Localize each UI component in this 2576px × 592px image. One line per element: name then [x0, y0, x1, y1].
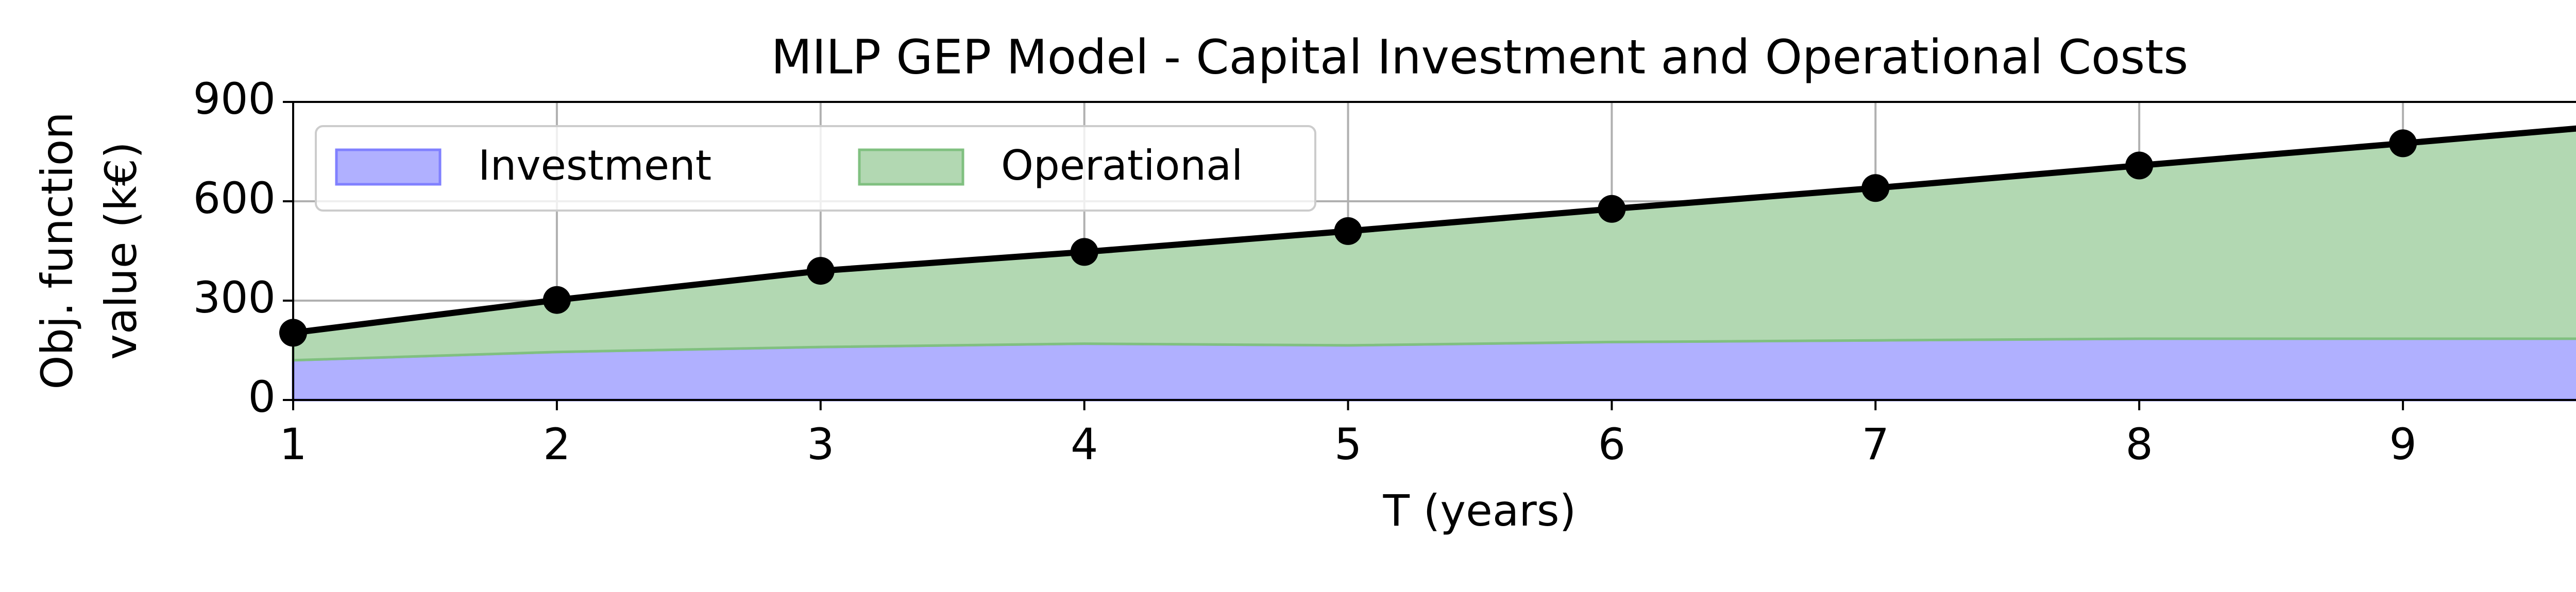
legend-swatch	[858, 148, 964, 186]
total-marker	[543, 286, 571, 314]
plot-frame	[292, 101, 2576, 401]
x-axis-label: T (years)	[1383, 485, 1577, 536]
legend-label: Operational	[1001, 142, 1243, 189]
x-tick-label: 6	[1598, 419, 1625, 469]
total-marker	[2389, 129, 2417, 158]
y-tick-label: 600	[193, 173, 276, 223]
legend-box	[315, 125, 1316, 212]
total-marker	[1334, 217, 1362, 245]
x-tick-label: 9	[2389, 419, 2416, 469]
x-tick-label: 1	[279, 419, 307, 469]
y-axis-label: Obj. function value (k€)	[32, 112, 146, 389]
y-axis-label-line: value (k€)	[96, 142, 146, 360]
x-tick-label: 7	[1862, 419, 1889, 469]
total-marker	[806, 257, 835, 285]
total-marker	[1598, 195, 1626, 223]
y-tick-label: 0	[248, 372, 276, 422]
total-marker	[1861, 174, 1890, 202]
legend-swatch	[335, 148, 442, 186]
x-tick-label: 4	[1071, 419, 1098, 469]
chart-title: MILP GEP Model - Capital Investment and …	[771, 29, 2189, 84]
total-line	[293, 125, 2576, 336]
y-axis-label-line: Obj. function	[32, 112, 82, 389]
x-tick-label: 2	[543, 419, 570, 469]
y-tick-label: 300	[193, 272, 276, 323]
x-tick-label: 3	[807, 419, 834, 469]
total-marker	[1070, 238, 1098, 266]
total-marker	[2125, 151, 2154, 180]
x-tick-label: 8	[2125, 419, 2153, 469]
y-tick-label: 900	[193, 74, 276, 124]
x-tick-label: 5	[1334, 419, 1362, 469]
legend-label: Investment	[478, 142, 711, 189]
